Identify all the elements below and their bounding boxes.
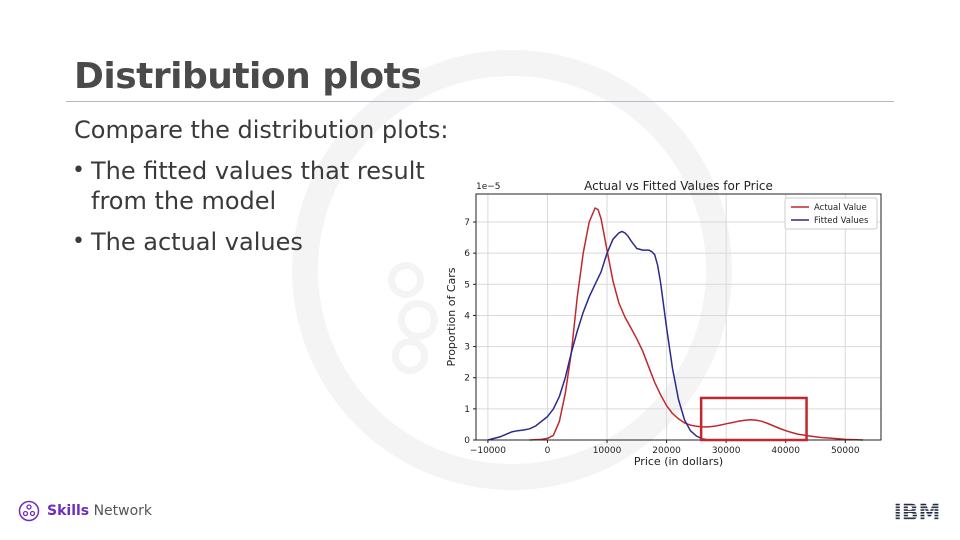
bullet-item-fitted: • The fitted values that result from the… (72, 156, 462, 216)
x-tick-label: 40000 (771, 446, 800, 456)
x-tick-label: 20000 (652, 446, 681, 456)
y-tick-label: 6 (464, 249, 470, 259)
highlight-box (699, 396, 808, 442)
ibm-logo: IBM (894, 501, 941, 523)
title-divider (66, 101, 894, 102)
series-line-fitted (487, 230, 709, 441)
plot-frame (475, 193, 882, 441)
bullet-text: The fitted values that result (91, 157, 425, 185)
skills-network-logo: Skills Network (18, 499, 152, 523)
y-tick-label: 0 (464, 436, 470, 446)
bullet-icon: • (72, 158, 85, 183)
y-scale-multiplier: 1e−5 (476, 182, 501, 192)
background-watermark-node (388, 262, 424, 298)
y-tick-label: 7 (464, 218, 470, 228)
bullet-icon: • (72, 229, 85, 254)
background-watermark-node (398, 300, 438, 340)
y-tick-label: 4 (464, 311, 470, 321)
intro-text: Compare the distribution plots: (74, 116, 449, 144)
series-line-actual (529, 207, 864, 441)
x-tick-label: 0 (545, 446, 551, 456)
legend-box (784, 197, 878, 230)
svg-text:IBM: IBM (894, 501, 941, 523)
page-title: Distribution plots (74, 56, 422, 97)
bullet-item-actual: • The actual values (72, 227, 462, 257)
x-tick-label: 10000 (593, 446, 622, 456)
x-tick-label: −10000 (470, 446, 506, 456)
y-tick-label: 1 (464, 405, 470, 415)
legend-label: Fitted Values (814, 216, 869, 226)
y-tick-label: 3 (464, 343, 470, 353)
brand-name: Skills Network (47, 503, 153, 519)
x-axis-label: Price (in dollars) (634, 455, 723, 468)
legend-label: Actual Value (814, 203, 867, 213)
x-tick-label: 30000 (712, 446, 741, 456)
y-axis-label: Proportion of Cars (445, 267, 458, 366)
skills-network-icon (18, 500, 40, 522)
y-tick-label: 5 (464, 280, 470, 290)
x-tick-label: 50000 (831, 446, 860, 456)
y-tick-label: 2 (464, 374, 470, 384)
bullet-text: from the model (91, 187, 277, 215)
bullet-text: The actual values (91, 228, 303, 256)
distribution-chart: −10000 0 10000 20000 30000 40000 5000001234567… (445, 179, 882, 468)
background-watermark-node (392, 338, 428, 374)
bullet-list: • The fitted values that result from the… (72, 156, 462, 268)
chart-title: Actual vs Fitted Values for Price (584, 179, 773, 193)
